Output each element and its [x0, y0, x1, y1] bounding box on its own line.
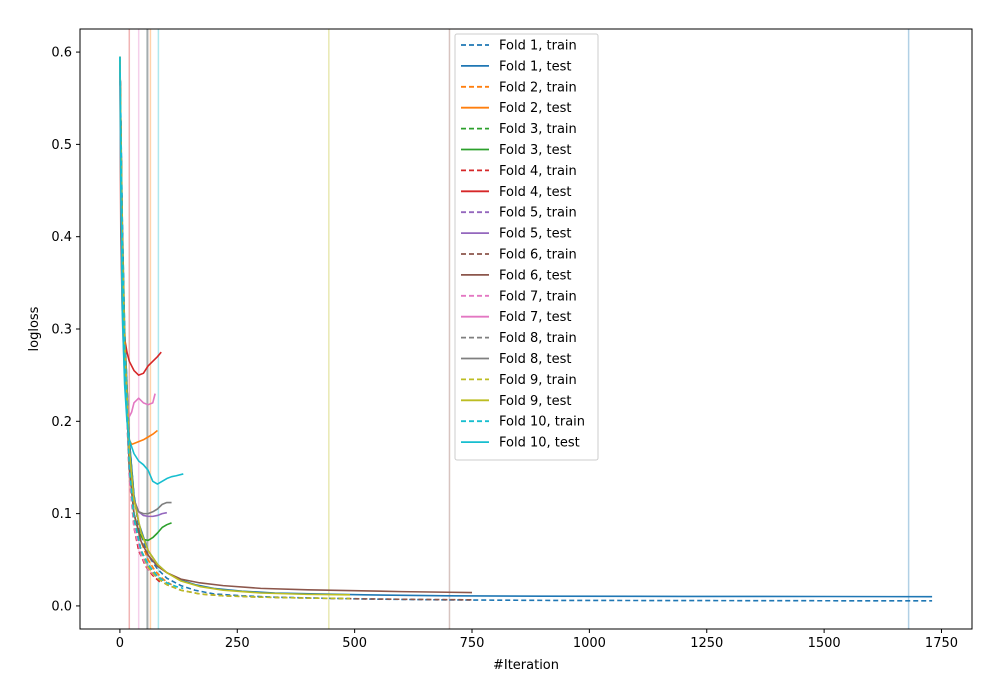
series-line-8: [119, 56, 162, 376]
series-line-15: [119, 56, 172, 586]
legend-label: Fold 7, train: [499, 289, 577, 304]
legend-label: Fold 2, train: [499, 80, 577, 95]
x-tick-label: 1000: [573, 636, 606, 651]
legend-label: Fold 2, test: [499, 101, 571, 116]
legend-label: Fold 6, test: [499, 268, 571, 283]
series-line-12: [119, 56, 473, 594]
legend-label: Fold 8, train: [499, 331, 577, 346]
y-tick-label: 0.1: [51, 507, 72, 522]
x-axis-ticks: 0 250 500 750 1000 1250 1500 1750: [116, 629, 958, 651]
legend-label: Fold 8, test: [499, 352, 571, 367]
series-lines: [119, 56, 933, 602]
legend-label: Fold 9, test: [499, 394, 571, 409]
x-tick-label: 750: [460, 636, 485, 651]
legend-label: Fold 9, train: [499, 373, 577, 388]
series-line-3: [119, 56, 172, 586]
series-line-10: [119, 56, 168, 518]
x-tick-label: 500: [342, 636, 367, 651]
y-axis-ticks: 0.0 0.1 0.2 0.3 0.4 0.5 0.6: [51, 46, 80, 614]
legend-box: [454, 33, 599, 461]
legend-label: Fold 1, test: [499, 59, 571, 74]
legend-label: Fold 6, train: [499, 248, 577, 263]
y-tick-label: 0.6: [51, 46, 72, 61]
legend-label: Fold 5, train: [499, 206, 577, 221]
y-tick-label: 0.2: [51, 415, 72, 430]
x-tick-label: 1750: [925, 636, 958, 651]
y-tick-label: 0.0: [51, 599, 72, 614]
series-line-5: [119, 56, 168, 584]
legend-label: Fold 1, train: [499, 39, 577, 54]
series-line-7: [119, 56, 161, 583]
series-line-20: [119, 56, 184, 485]
legend-label: Fold 4, train: [499, 164, 577, 179]
y-axis-title: logloss: [27, 306, 42, 351]
series-line-19: [119, 56, 184, 590]
x-tick-label: 1250: [690, 636, 723, 651]
best-iteration-lines: [128, 29, 910, 629]
legend-label: Fold 3, test: [499, 143, 571, 158]
y-tick-label: 0.5: [51, 138, 72, 153]
legend-label: Fold 10, test: [499, 436, 580, 451]
legend-label: Fold 10, train: [499, 415, 585, 430]
x-tick-label: 0: [116, 636, 124, 651]
x-tick-label: 250: [225, 636, 250, 651]
y-tick-label: 0.4: [51, 230, 72, 245]
legend-label: Fold 7, test: [499, 310, 571, 325]
series-line-18: [119, 56, 350, 596]
legend-label: Fold 4, test: [499, 185, 571, 200]
x-axis-title: #Iteration: [493, 658, 559, 673]
y-tick-label: 0.3: [51, 323, 72, 338]
x-tick-label: 1500: [808, 636, 841, 651]
legend: Fold 1, train Fold 1, test Fold 2, train Fo…: [454, 33, 599, 461]
series-line-11: [119, 56, 473, 601]
legend-label: Fold 5, test: [499, 227, 571, 242]
series-line-17: [119, 56, 350, 600]
series-line-9: [119, 56, 168, 584]
legend-label: Fold 3, train: [499, 122, 577, 137]
